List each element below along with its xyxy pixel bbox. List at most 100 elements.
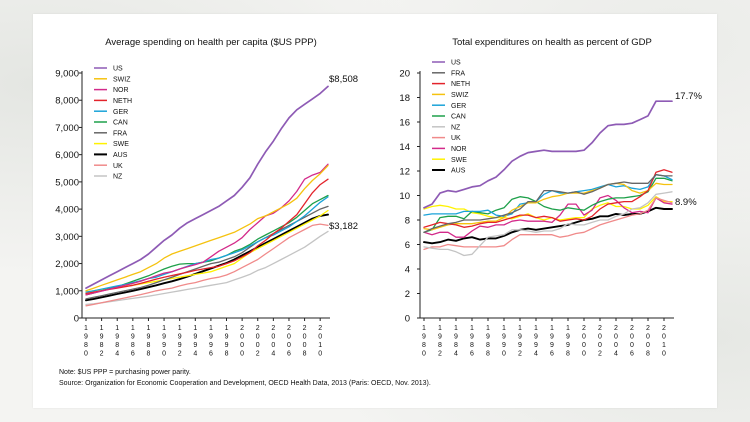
legend-label-nor: NOR: [113, 87, 129, 94]
end-value-label: 17.7%: [675, 91, 702, 102]
series-line-ger: [423, 174, 673, 217]
end-value-label: $3,182: [329, 221, 358, 232]
chart-left-title: Average spending on health per capita ($…: [105, 37, 317, 48]
series-line-neth: [423, 169, 673, 228]
y-tick-label: 0: [405, 314, 410, 325]
legend-label-neth: NETH: [113, 98, 132, 105]
legend-label-uk: UK: [113, 163, 123, 170]
legend-label-can: CAN: [113, 120, 128, 127]
y-tick-label: 14: [399, 142, 410, 153]
y-tick-label: 6,000: [55, 150, 79, 161]
legend-label-aus: AUS: [113, 152, 128, 159]
legend-label-us: US: [451, 60, 461, 67]
legend-label-swe: SWE: [451, 157, 467, 164]
chart-left: 0 1,000 2,000 3,000 4,000 5,000 6,000 7,000 8,00…: [55, 66, 358, 358]
y-tick-label: 1,000: [55, 286, 79, 297]
y-tick-label: 16: [399, 118, 410, 129]
y-tick-label: 9,000: [55, 69, 79, 80]
legend-label-nz: NZ: [113, 174, 123, 181]
end-value-label: 8.9%: [675, 197, 697, 208]
legend-label-us: US: [113, 66, 123, 73]
y-tick-label: 3,000: [55, 232, 79, 243]
series-line-nor: [85, 163, 329, 296]
legend-label-swiz: SWIZ: [113, 76, 131, 83]
series-line-us: [85, 85, 329, 289]
y-tick-label: 7,000: [55, 123, 79, 134]
series-line-nor: [423, 194, 673, 238]
series-line-swiz: [423, 182, 673, 231]
legend-label-aus: AUS: [451, 168, 466, 175]
y-tick-label: 10: [399, 191, 410, 202]
end-value-label: $8,508: [329, 74, 358, 85]
y-tick-label: 12: [399, 167, 410, 178]
series-line-nz: [423, 191, 673, 257]
slide-card: [33, 14, 717, 408]
legend-label-nor: NOR: [451, 146, 467, 153]
series-line-swe: [423, 196, 673, 221]
series-line-fra: [423, 174, 673, 233]
series-line-ger: [85, 196, 329, 293]
y-tick-label: 20: [399, 69, 410, 80]
y-tick-label: 8: [405, 216, 410, 227]
legend-label-fra: FRA: [113, 130, 127, 137]
legend-label-swiz: SWIZ: [451, 92, 469, 99]
series-line-nz: [85, 230, 329, 306]
legend-label-fra: FRA: [451, 70, 465, 77]
legend-label-ger: GER: [113, 109, 128, 116]
series-line-uk: [85, 223, 329, 307]
series-line-neth: [85, 178, 329, 295]
y-tick-label: 2: [405, 289, 410, 300]
y-tick-label: 2,000: [55, 259, 79, 270]
y-tick-label: 5,000: [55, 177, 79, 188]
chart-right: 0 2 4 6 8 10 12 14 16 18 20 1 9 8 0 1 9 8 2 1 9 8 4 1 9 8 6 1 9 8 8 1 9 9…: [399, 60, 702, 358]
legend-label-can: CAN: [451, 114, 466, 121]
series-line-uk: [423, 197, 673, 251]
y-tick-label: 18: [399, 93, 410, 104]
series-line-swiz: [85, 164, 329, 292]
series-line-us: [423, 100, 673, 209]
series-line-aus: [85, 213, 329, 302]
series-line-can: [423, 177, 673, 233]
legend-label-neth: NETH: [451, 81, 470, 88]
legend-label-ger: GER: [451, 103, 466, 110]
y-tick-label: 4,000: [55, 205, 79, 216]
y-tick-label: 6: [405, 240, 410, 251]
footnote: Note: $US PPP = purchasing power parity.: [59, 369, 191, 376]
series-line-fra: [85, 205, 329, 300]
chart-right-title: Total expenditures on health as percent …: [452, 37, 652, 48]
series-line-aus: [423, 206, 673, 245]
legend-label-nz: NZ: [451, 124, 461, 131]
